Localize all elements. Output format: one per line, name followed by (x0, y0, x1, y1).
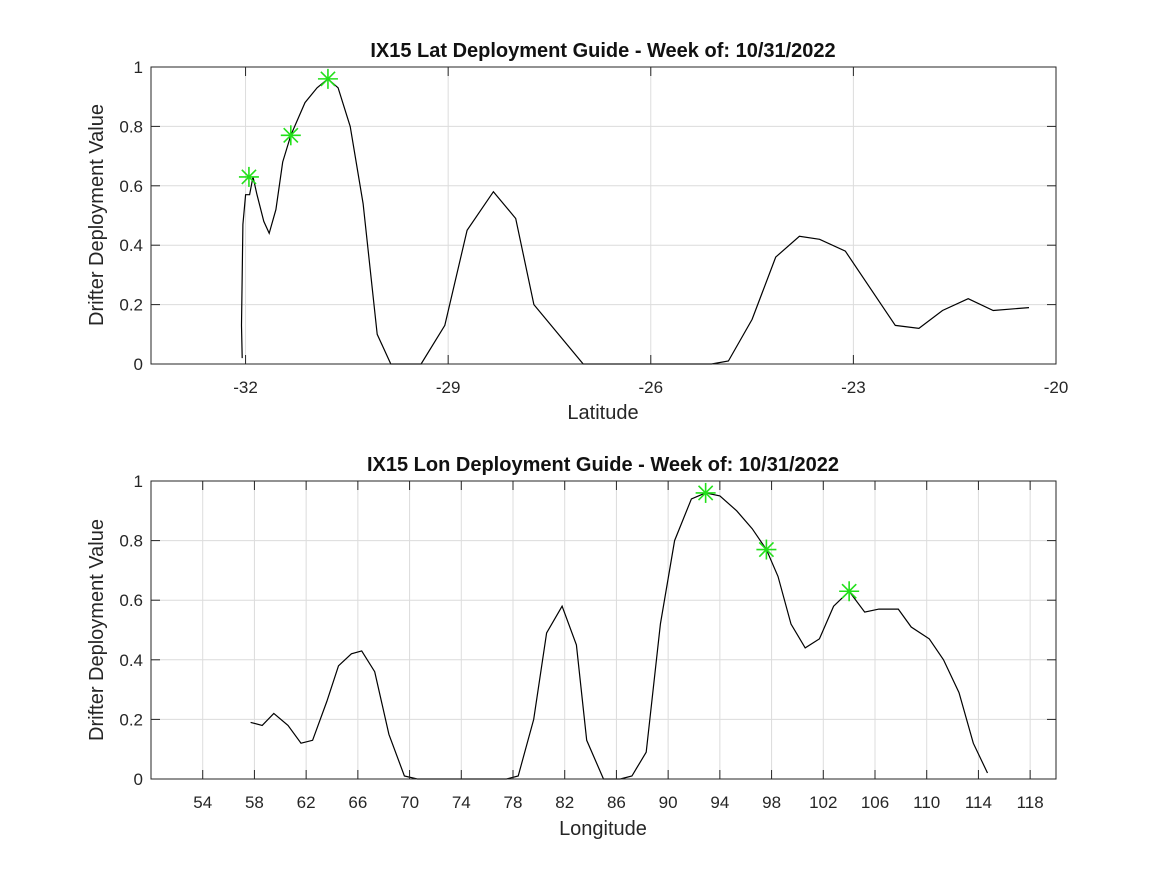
lon-x-tick-label: 118 (1017, 793, 1044, 812)
lon-x-axis-label: Longitude (559, 818, 647, 840)
lon-y-tick-labels: 0 0.2 0.4 0.6 0.8 1 (119, 472, 143, 789)
lat-y-tick-label: 0.8 (119, 117, 143, 136)
lon-series (250, 492, 989, 780)
lon-x-tick-label: 62 (297, 793, 316, 812)
lat-chart-title: IX15 Lat Deployment Guide - Week of: 10/… (370, 40, 835, 62)
lon-x-tick-label: 86 (607, 793, 626, 812)
lon-x-tick-label: 74 (452, 793, 471, 812)
lon-plot: 54 58 62 66 70 74 78 82 86 90 94 98 102 106 110 114 118 … (86, 454, 1057, 840)
lon-y-axis-label: Drifter Deployment Value (86, 519, 108, 741)
lat-asterisk-marker (280, 125, 301, 146)
lon-x-tick-label: 82 (555, 793, 574, 812)
lat-y-tick-label: 1 (134, 58, 143, 77)
lat-y-tick-label: 0.2 (119, 296, 143, 315)
lon-y-tick-label: 0.6 (119, 591, 143, 610)
lon-series-line (250, 492, 989, 780)
lon-x-tick-label: 58 (245, 793, 264, 812)
lat-asterisk-marker (238, 166, 259, 187)
lon-y-tick-label: 0.8 (119, 532, 143, 551)
lat-y-tick-labels: 0 0.2 0.4 0.6 0.8 1 (119, 58, 143, 374)
lon-x-tick-label: 102 (809, 793, 837, 812)
lon-x-tick-label: 106 (861, 793, 889, 812)
lon-tick-marks (151, 480, 1056, 780)
lat-x-tick-label: -32 (233, 378, 258, 397)
lat-y-tick-label: 0.6 (119, 177, 143, 196)
lon-asterisk-marker (695, 482, 716, 503)
lat-axes-box (150, 66, 1057, 365)
lon-x-tick-label: 66 (348, 793, 367, 812)
lat-asterisk-marker (317, 68, 338, 89)
lon-asterisk-marker (839, 581, 860, 602)
lat-tick-marks (151, 66, 1057, 365)
lat-y-tick-label: 0 (134, 355, 143, 374)
lon-y-tick-label: 0 (134, 770, 143, 789)
lat-y-axis-label: Drifter Deployment Value (86, 104, 108, 326)
lat-x-tick-label: -26 (638, 378, 663, 397)
lat-x-tick-label: -20 (1044, 378, 1069, 397)
lon-chart-title: IX15 Lon Deployment Guide - Week of: 10/… (367, 454, 839, 476)
lon-y-tick-label: 0.2 (119, 710, 143, 729)
lon-x-tick-label: 90 (659, 793, 678, 812)
lon-x-tick-label: 114 (965, 793, 992, 812)
lon-x-tick-label: 78 (504, 793, 523, 812)
lon-x-tick-label: 54 (193, 793, 212, 812)
lon-x-tick-label: 98 (762, 793, 781, 812)
lat-x-tick-label: -23 (841, 378, 866, 397)
lon-y-tick-label: 1 (134, 472, 143, 491)
lon-x-tick-labels: 54 58 62 66 70 74 78 82 86 90 94 98 102 106 110 114 118 (193, 793, 1043, 812)
lat-plot-background (151, 67, 1056, 364)
lat-plot: -32 -29 -26 -23 -20 0 0.2 0.4 0.6 0.8 1 IX15 Lat … (86, 40, 1068, 424)
lon-asterisk-marker (756, 539, 777, 560)
lat-x-tick-label: -29 (436, 378, 461, 397)
lat-x-tick-labels: -32 -29 -26 -23 -20 (233, 378, 1068, 397)
lon-axes-box (150, 480, 1057, 780)
lon-x-tick-label: 94 (710, 793, 729, 812)
lon-markers (695, 482, 860, 602)
lon-x-tick-label: 110 (913, 793, 940, 812)
lat-y-tick-label: 0.4 (119, 236, 143, 255)
lat-markers (238, 68, 338, 187)
lon-plot-background (151, 481, 1056, 779)
lat-x-axis-label: Latitude (567, 402, 638, 424)
lon-x-tick-label: 70 (400, 793, 419, 812)
lon-y-tick-label: 0.4 (119, 651, 143, 670)
